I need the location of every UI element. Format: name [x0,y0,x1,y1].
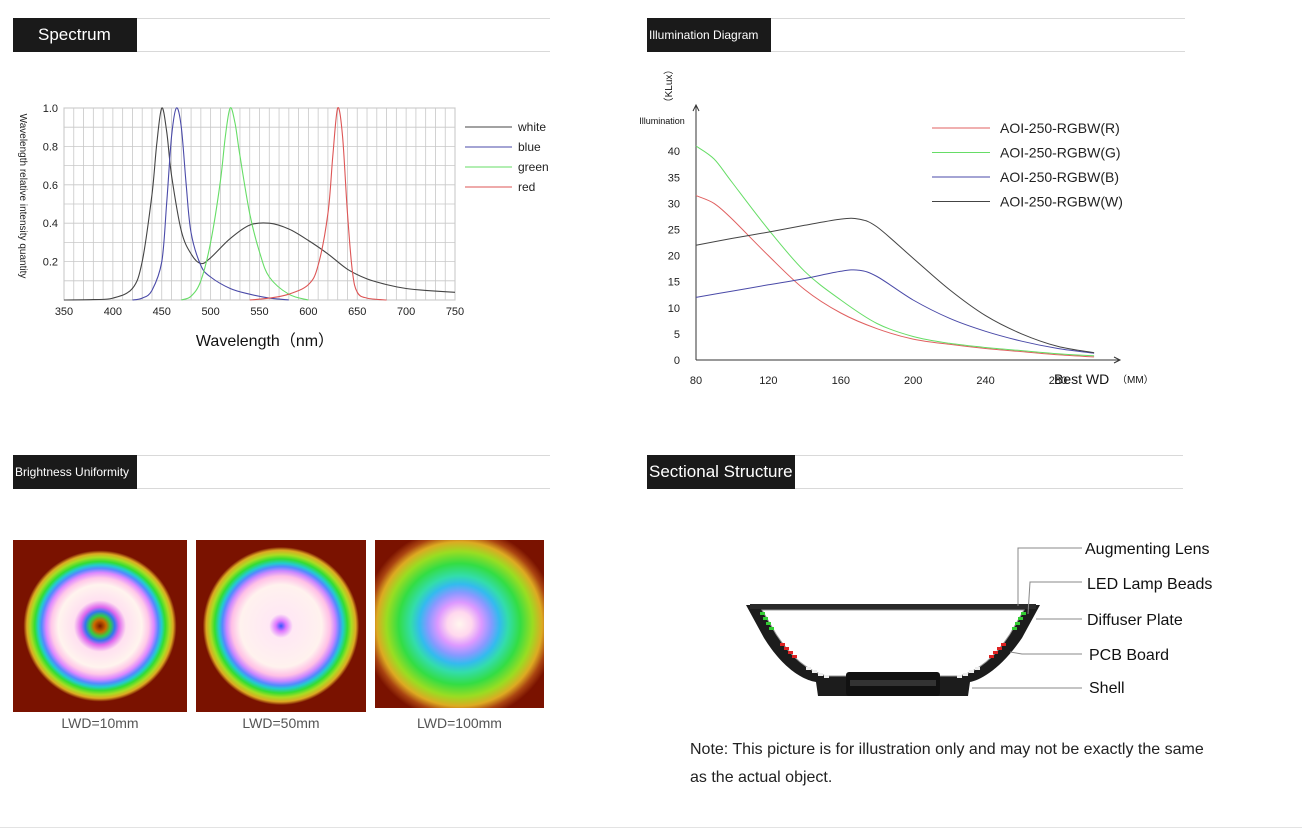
illumination-x-arrow [1113,356,1122,364]
uniformity-patch-50mm [196,540,366,712]
uniformity-label-50mm: LWD=50mm [242,715,320,731]
spectrum-y-tick-label: 0.8 [43,141,58,153]
illumination-y-tick-label: 35 [668,172,680,184]
sectional-structure-diagram: Augmenting Lens LED Lamp Beads Diffuser … [746,541,1212,697]
spectrum-x-tick-label: 600 [299,306,317,318]
illumination-y-tick-label: 15 [668,277,680,289]
spectrum-y-tick-label: 0.6 [43,180,58,192]
illumination-series-AOI-250-RGBW(W) [695,217,1095,354]
label-diffuser-plate: Diffuser Plate [1087,612,1183,629]
illumination-y-tick-label: 0 [674,355,680,367]
illumination-x-tick-label: 200 [904,375,922,387]
uniformity-label-10mm: LWD=10mm [61,715,139,731]
spectrum-chart: 350 400 450 500 550 600 650 700 750 0.2 0.4 0.6 0.8 1… [17,103,549,350]
illumination-y-arrow [692,103,700,112]
illumination-series-AOI-250-RGBW(G) [695,145,1095,357]
illumination-x-tick-label: 80 [690,375,702,387]
illumination-y-tick-label: 10 [668,303,680,315]
spectrum-series-white [63,107,456,301]
bottom-divider [0,827,1302,828]
uniformity-label-100mm: LWD=100mm [417,715,502,731]
uniformity-patch-10mm [13,540,187,712]
section-title-structure: Sectional Structure [647,455,795,489]
spectrum-series-blue [132,107,289,301]
spectrum-legend-label-white: white [517,120,546,134]
section-header-uniformity: Brightness Uniformity [13,455,550,489]
illumination-x-tick-label: 240 [976,375,994,387]
spectrum-x-axis-label: Wavelength（nm） [196,332,334,350]
illumination-series-AOI-250-RGBW(B) [695,269,1095,354]
section-title-uniformity: Brightness Uniformity [13,455,137,489]
spectrum-x-tick-label: 500 [201,306,219,318]
uniformity-patch-100mm [375,540,544,708]
spectrum-x-tick-label: 450 [153,306,171,318]
spectrum-x-tick-label: 650 [348,306,366,318]
illumination-legend-label-AOI-250-RGBW(B): AOI-250-RGBW(B) [1000,169,1119,185]
section-header-illumination: Illumination Diagram [647,18,1185,52]
led-lamp-beads-left [760,612,829,678]
structure-note: Note: This picture is for illustration o… [690,741,1204,786]
spectrum-x-tick-label: 550 [250,306,268,318]
illumination-y-tick-label: 30 [668,198,680,210]
spectrum-x-tick-label: 400 [104,306,122,318]
illumination-chart: 80 120 160 200 240 280 0 5 10 15 20 25 30 35 40 AOI-25… [639,65,1154,387]
illumination-y-tick-label: 40 [668,146,680,158]
spectrum-y-axis-label: Wavelength relative intensity quantity [17,114,28,279]
illumination-series-AOI-250-RGBW(R) [695,195,1095,358]
spectrum-x-tick-label: 700 [397,306,415,318]
illumination-x-tick-label: 120 [759,375,777,387]
illumination-y-tick-label: 5 [674,329,680,341]
spectrum-y-tick-label: 0.4 [43,218,58,230]
label-pcb-board: PCB Board [1089,647,1169,664]
section-header-spectrum: Spectrum [13,18,550,52]
section-title-illumination: Illumination Diagram [647,18,771,52]
spectrum-x-tick-label: 750 [446,306,464,318]
illumination-legend-label-AOI-250-RGBW(G): AOI-250-RGBW(G) [1000,145,1121,161]
illumination-x-tick-label: 160 [832,375,850,387]
spectrum-series-green [181,107,309,301]
spectrum-y-tick-label: 1.0 [43,103,58,115]
illumination-legend-label-AOI-250-RGBW(W): AOI-250-RGBW(W) [1000,194,1123,210]
spectrum-series-red [249,107,387,301]
illumination-y-tick-label: 25 [668,225,680,237]
spectrum-legend-label-blue: blue [518,140,541,154]
illumination-x-axis-label: Best WD [1054,371,1109,387]
section-header-structure: Sectional Structure [647,455,1183,489]
illumination-x-axis-unit: （MM） [1117,374,1154,386]
spectrum-x-tick-label: 350 [55,306,73,318]
section-title-spectrum: Spectrum [13,18,137,52]
augmenting-lens [750,604,1036,609]
label-shell: Shell [1089,680,1125,697]
illumination-legend-label-AOI-250-RGBW(R): AOI-250-RGBW(R) [1000,120,1120,136]
illumination-y-axis-unit: （KLux） [663,65,675,108]
spectrum-legend-label-green: green [518,160,549,174]
illumination-x-tick-label: 280 [1049,375,1067,387]
label-led-lamp-beads: LED Lamp Beads [1087,576,1212,593]
illumination-y-tick-label: 20 [668,251,680,263]
illumination-y-axis-label: Illumination [639,116,685,126]
spectrum-legend-label-red: red [518,180,535,194]
label-augmenting-lens: Augmenting Lens [1085,541,1210,558]
spectrum-y-tick-label: 0.2 [43,257,58,269]
led-lamp-beads-right [957,612,1026,678]
